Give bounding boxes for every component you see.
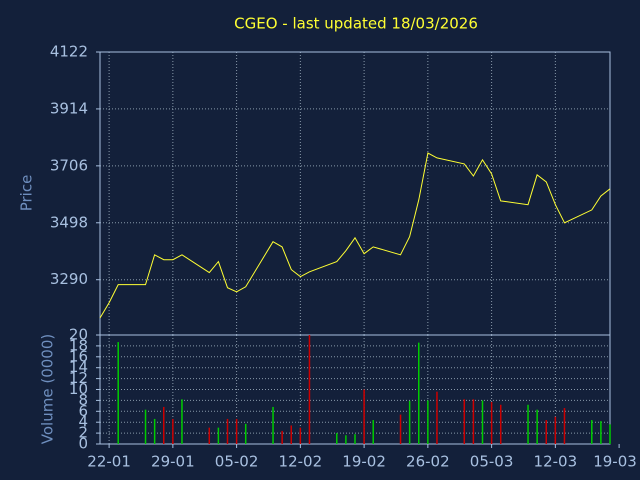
y-tick-label: 12 — [69, 369, 88, 387]
volume-bar — [281, 430, 283, 444]
volume-bar — [163, 406, 165, 444]
chart-title: CGEO - last updated 18/03/2026 — [234, 15, 478, 33]
volume-bar — [354, 434, 356, 444]
y-tick-label: 4 — [78, 413, 88, 431]
x-tick-label: 19-03 — [593, 453, 637, 471]
x-tick-label: 22-01 — [87, 453, 131, 471]
price-line — [99, 152, 611, 319]
y-tick-label: 8 — [78, 391, 88, 409]
y-tick-label: 18 — [69, 336, 88, 354]
volume-bar — [554, 416, 557, 444]
volume-bar — [545, 420, 547, 444]
y-tick-label: 3498 — [50, 213, 88, 231]
x-tick-label: 12-02 — [279, 453, 323, 471]
y-tick-label: 4122 — [50, 43, 88, 61]
y-tick-label: 2 — [78, 424, 88, 442]
y-tick-label: 0 — [78, 435, 88, 453]
volume-bar — [117, 342, 119, 444]
volume-bar — [472, 399, 475, 444]
y-axis-label: Price — [18, 175, 36, 212]
volume-bar — [172, 418, 174, 444]
volume-bar — [563, 408, 566, 444]
volume-bar — [499, 404, 502, 444]
y-tick-label: 3706 — [50, 156, 88, 174]
y-tick-label: 14 — [69, 358, 88, 376]
volume-bar — [244, 423, 247, 444]
volume-bar — [591, 420, 593, 444]
y-tick-label: 3914 — [50, 99, 88, 117]
volume-bar — [527, 404, 529, 444]
y-tick-label: 16 — [69, 347, 88, 365]
x-tick-label: 05-03 — [470, 453, 514, 471]
volume-bar — [490, 402, 493, 444]
volume-bar — [481, 400, 484, 444]
volume-bar — [272, 406, 274, 444]
x-tick-label: 12-03 — [534, 453, 578, 471]
y-tick-label: 3290 — [50, 270, 88, 288]
y-tick-label: 6 — [78, 402, 88, 420]
volume-bar — [153, 418, 156, 444]
volume-bar — [436, 391, 438, 444]
y-axis-label: Volume (0000) — [39, 334, 57, 444]
volume-bar — [144, 409, 147, 444]
volume-bar — [290, 425, 292, 444]
volume-bar — [299, 427, 302, 444]
volume-bar — [226, 418, 229, 444]
volume-bar — [308, 335, 311, 444]
x-tick-label: 19-02 — [342, 453, 386, 471]
volume-bar — [609, 424, 611, 444]
volume-bar — [600, 421, 602, 444]
y-tick-label: 20 — [69, 326, 88, 344]
volume-bar — [208, 427, 211, 444]
volume-bar — [418, 342, 420, 444]
volume-bar — [408, 400, 411, 444]
x-tick-label: 05-02 — [215, 453, 259, 471]
volume-bar — [536, 409, 538, 444]
volume-bar — [345, 435, 347, 444]
volume-bar — [427, 400, 429, 444]
volume-bar — [181, 399, 183, 444]
volume-bar — [463, 399, 466, 444]
x-tick-label: 26-02 — [406, 453, 450, 471]
volume-bar — [217, 427, 220, 444]
x-tick-label: 29-01 — [151, 453, 195, 471]
volume-bar — [399, 414, 402, 444]
volume-bar — [363, 389, 365, 444]
volume-bar — [235, 418, 238, 444]
y-tick-label: 10 — [69, 380, 88, 398]
volume-bar — [372, 420, 374, 444]
volume-bar — [336, 433, 338, 444]
